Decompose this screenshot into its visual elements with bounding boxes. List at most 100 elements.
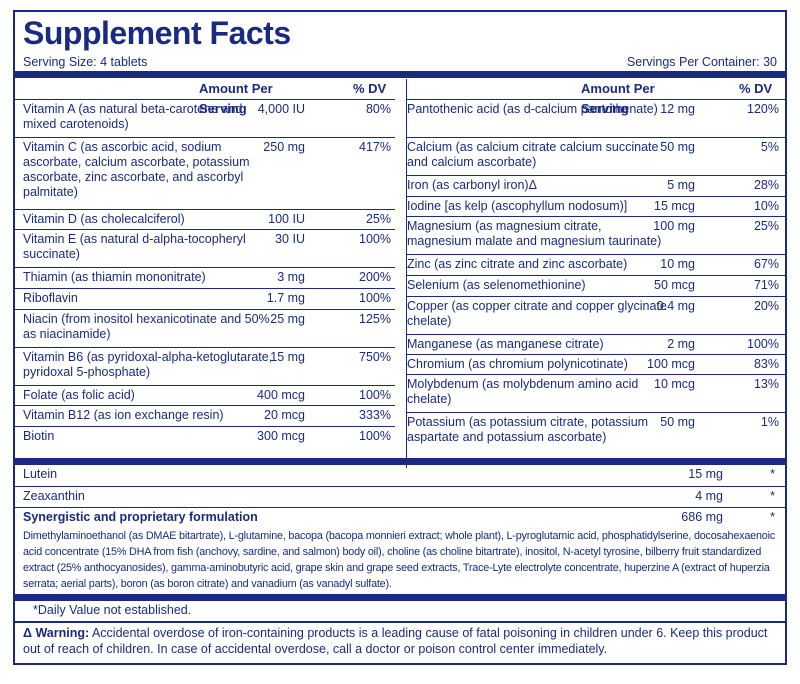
nutrient-amount: 3 mg	[277, 270, 305, 284]
nutrient-amount: 15 mcg	[654, 199, 695, 213]
right-nutrient-column: Amount Per Serving % DV Pantothenic acid…	[407, 79, 787, 450]
nutrient-amount: 5 mg	[667, 178, 695, 192]
nutrient-row: Vitamin A (as natural beta-carotene and …	[15, 99, 395, 137]
warning-label: Δ Warning:	[23, 626, 90, 640]
nutrient-row: Vitamin E (as natural d-alpha-tocopheryl…	[15, 229, 395, 267]
thick-divider-top	[15, 71, 785, 78]
nutrient-name: Selenium (as selenomethionine)	[407, 278, 586, 292]
warning-text: Accidental overdose of iron-containing p…	[23, 626, 768, 656]
nutrient-dv: 100%	[359, 388, 391, 402]
left-rows: Vitamin A (as natural beta-carotene and …	[15, 99, 395, 446]
nutrient-dv: 120%	[747, 102, 779, 116]
nutrient-row: Folate (as folic acid) 400 mcg 100%	[15, 385, 395, 405]
nutrient-row: Magnesium (as magnesium citrate, magnesi…	[407, 216, 787, 254]
nutrient-row: Vitamin B12 (as ion exchange resin) 20 mc…	[15, 405, 395, 426]
thick-divider-middle	[15, 458, 785, 465]
nutrient-dv: 100%	[359, 429, 391, 443]
servings-per-container: Servings Per Container: 30	[626, 55, 777, 69]
left-column-header: Amount Per Serving % DV	[15, 79, 395, 116]
nutrient-row: Iron (as carbonyl iron)Δ 5 mg 28%	[407, 175, 787, 196]
daily-value-footnote: *Daily Value not established.	[33, 603, 192, 617]
lutein-row: Lutein 15 mg *	[15, 465, 785, 483]
left-nutrient-column: Amount Per Serving % DV Vitamin A (as na…	[15, 79, 395, 446]
nutrient-name: Thiamin (as thiamin mononitrate)	[23, 270, 206, 284]
nutrient-dv: 25%	[365, 212, 391, 226]
nutrient-name: Vitamin A (as natural beta-carotene and …	[23, 102, 243, 131]
nutrient-row: Vitamin C (as ascorbic acid, sodium asco…	[15, 137, 395, 209]
nutrient-amount: 2 mg	[667, 337, 695, 351]
nutrient-row: Vitamin B6 (as pyridoxal-alpha-ketogluta…	[15, 347, 395, 385]
nutrient-dv: 333%	[359, 408, 391, 422]
nutrient-row: Calcium (as calcium citrate calcium succ…	[407, 137, 787, 175]
nutrient-row: Potassium (as potassium citrate, potassi…	[407, 412, 787, 450]
nutrient-name: Chromium (as chromium polynicotinate)	[407, 357, 628, 371]
nutrient-dv: 100%	[747, 337, 779, 351]
nutrient-dv: 5%	[760, 140, 779, 154]
nutrient-dv: *	[770, 489, 775, 503]
nutrient-amount: 15 mg	[688, 467, 723, 481]
serving-size: Serving Size: 4 tablets	[23, 55, 148, 69]
nutrient-name: Vitamin B12 (as ion exchange resin)	[23, 408, 224, 422]
dv-header: % DV	[353, 81, 387, 96]
right-column-header: Amount Per Serving % DV	[407, 79, 787, 116]
dv-header: % DV	[739, 81, 773, 96]
nutrient-dv: 125%	[359, 312, 391, 326]
nutrient-dv: 100%	[359, 232, 391, 246]
nutrient-row: Molybdenum (as molybdenum amino acid che…	[407, 374, 787, 412]
nutrient-amount: 10 mg	[660, 257, 695, 271]
nutrient-dv: 83%	[753, 357, 779, 371]
nutrient-amount: 10 mcg	[654, 377, 695, 391]
nutrient-dv: 67%	[753, 257, 779, 271]
nutrient-row: Thiamin (as thiamin mononitrate) 3 mg 200%	[15, 267, 395, 288]
thick-divider-bottom	[15, 594, 785, 601]
nutrient-name: Niacin (from inositol hexanicotinate and…	[23, 312, 270, 341]
panel-title: Supplement Facts	[23, 15, 291, 51]
nutrient-row: Pantothenic acid (as d-calcium pantothen…	[407, 99, 787, 137]
proprietary-name: Synergistic and proprietary formulation	[23, 510, 258, 524]
nutrient-amount: 100 mg	[653, 219, 695, 233]
nutrient-name: Zinc (as zinc citrate and zinc ascorbate…	[407, 257, 628, 271]
nutrient-amount: 50 mg	[660, 415, 695, 429]
nutrient-dv: 80%	[365, 102, 391, 116]
nutrient-name: Riboflavin	[23, 291, 78, 305]
nutrient-amount: 12 mg	[660, 102, 695, 116]
nutrient-dv: 13%	[753, 377, 779, 391]
nutrient-row: Chromium (as chromium polynicotinate) 100…	[407, 354, 787, 374]
nutrient-amount: 50 mcg	[654, 278, 695, 292]
nutrient-amount: 30 IU	[275, 232, 305, 246]
nutrient-dv: *	[770, 467, 775, 481]
nutrient-name: Iron (as carbonyl iron)Δ	[407, 178, 537, 192]
nutrient-row: Iodine [as kelp (ascophyllum nodosum)] 15…	[407, 196, 787, 216]
proprietary-ingredients: Dimethylaminoethanol (as DMAE bitartrate…	[23, 530, 775, 590]
nutrient-amount: 25 mg	[270, 312, 305, 326]
nutrient-name: Copper (as copper citrate and copper gly…	[407, 299, 667, 328]
nutrient-name: Manganese (as manganese citrate)	[407, 337, 604, 351]
zeaxanthin-row: Zeaxanthin 4 mg *	[15, 486, 785, 505]
nutrient-row: Riboflavin 1.7 mg 100%	[15, 288, 395, 309]
nutrient-dv: 25%	[753, 219, 779, 233]
amount-header: Amount Per Serving	[581, 81, 655, 116]
nutrient-amount: 4,000 IU	[257, 102, 305, 116]
nutrient-name: Lutein	[23, 467, 58, 481]
right-rows: Pantothenic acid (as d-calcium pantothen…	[407, 99, 787, 450]
column-divider	[406, 79, 407, 468]
iron-warning: Δ Warning: Accidental overdose of iron-c…	[23, 625, 777, 657]
nutrient-dv: 750%	[359, 350, 391, 364]
nutrient-row: Zinc (as zinc citrate and zinc ascorbate…	[407, 254, 787, 275]
nutrient-name: Pantothenic acid (as d-calcium pantothen…	[407, 102, 658, 116]
nutrient-amount: 0.4 mg	[656, 299, 695, 313]
proprietary-row: Synergistic and proprietary formulation …	[15, 507, 785, 526]
nutrient-name: Iodine [as kelp (ascophyllum nodosum)]	[407, 199, 628, 213]
nutrient-row: Niacin (from inositol hexanicotinate and…	[15, 309, 395, 347]
nutrient-name: Calcium (as calcium citrate calcium succ…	[407, 140, 659, 169]
nutrient-name: Vitamin C (as ascorbic acid, sodium asco…	[23, 140, 250, 199]
nutrient-name: Magnesium (as magnesium citrate, magnesi…	[407, 219, 662, 248]
nutrient-name: Molybdenum (as molybdenum amino acid che…	[407, 377, 639, 406]
nutrient-dv: 200%	[359, 270, 391, 284]
nutrient-name: Vitamin E (as natural d-alpha-tocopheryl…	[23, 232, 246, 261]
nutrient-dv: 71%	[753, 278, 779, 292]
nutrient-amount: 300 mcg	[257, 429, 305, 443]
proprietary-amount: 686 mg	[681, 510, 723, 524]
nutrient-name: Vitamin D (as cholecalciferol)	[23, 212, 185, 226]
nutrient-name: Zeaxanthin	[23, 489, 85, 503]
